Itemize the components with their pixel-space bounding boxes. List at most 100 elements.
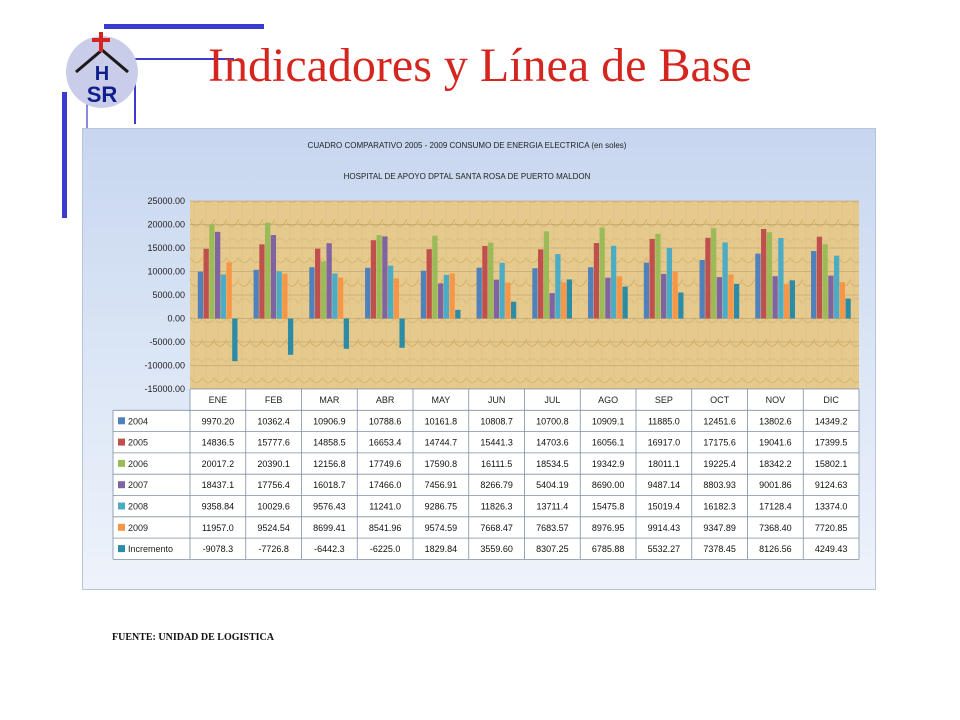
table-cell: 11957.0 bbox=[202, 523, 234, 533]
table-cell: 7720.85 bbox=[815, 523, 848, 533]
table-cell: 16111.5 bbox=[481, 459, 512, 469]
bar-2009-jun bbox=[505, 282, 511, 319]
table-legend-background bbox=[113, 410, 190, 560]
bar-incremento-ene bbox=[232, 318, 238, 362]
table-cell: 10906.9 bbox=[313, 416, 346, 426]
bar-incremento-jun bbox=[510, 301, 517, 319]
bar-incremento-ago bbox=[622, 286, 628, 319]
table-cell: 5404.19 bbox=[536, 480, 569, 490]
bar-incremento-may bbox=[455, 309, 461, 319]
table-cell: 4249.43 bbox=[815, 544, 848, 554]
table-cell: 20390.1 bbox=[257, 459, 290, 469]
inner-rule-horizontal bbox=[134, 58, 234, 60]
table-cell: 11885.0 bbox=[648, 416, 680, 426]
table-cell: 14858.5 bbox=[313, 438, 346, 448]
source-footer: FUENTE: UNIDAD DE LOGISTICA bbox=[112, 632, 274, 643]
bar-2008-ene bbox=[220, 274, 227, 319]
table-cell: 14836.5 bbox=[202, 438, 235, 448]
bar-2004-mar bbox=[309, 267, 315, 319]
category-label: FEB bbox=[265, 395, 283, 405]
table-cell: 10029.6 bbox=[257, 502, 290, 512]
left-rule bbox=[62, 92, 67, 218]
bar-2007-oct bbox=[716, 277, 723, 319]
table-cell: 8307.25 bbox=[536, 544, 569, 554]
bar-2005-may bbox=[426, 249, 432, 319]
bar-2005-nov bbox=[761, 229, 767, 319]
table-cell: -7726.8 bbox=[258, 544, 289, 554]
table-cell: 8541.96 bbox=[369, 523, 402, 533]
bar-2007-abr bbox=[382, 236, 388, 319]
table-cell: -6442.3 bbox=[314, 544, 345, 554]
table-cell: 9574.59 bbox=[425, 523, 458, 533]
bar-2004-abr bbox=[365, 267, 371, 319]
bar-2007-nov bbox=[772, 276, 778, 319]
bar-2006-sep bbox=[655, 233, 661, 319]
bar-2008-jun bbox=[499, 262, 505, 319]
legend-label: 2008 bbox=[128, 502, 148, 512]
bar-2008-feb bbox=[276, 271, 282, 319]
chart-subtitle: HOSPITAL DE APOYO DPTAL SANTA ROSA DE PU… bbox=[344, 172, 591, 181]
table-cell: 17128.4 bbox=[759, 502, 792, 512]
category-label: DIC bbox=[823, 395, 839, 405]
logo-text-top: H bbox=[95, 63, 109, 85]
table-cell: -6225.0 bbox=[370, 544, 401, 554]
y-tick-label: 5000.00 bbox=[152, 290, 185, 300]
table-cell: 16182.3 bbox=[703, 502, 736, 512]
bar-incremento-oct bbox=[733, 283, 740, 319]
table-cell: 9358.84 bbox=[202, 502, 235, 512]
bar-2004-jul bbox=[532, 268, 538, 319]
bar-2005-mar bbox=[315, 248, 321, 319]
table-cell: 10808.7 bbox=[480, 416, 513, 426]
bar-2009-ago bbox=[616, 276, 623, 319]
bar-2005-dic bbox=[816, 236, 823, 319]
bar-2009-sep bbox=[672, 271, 678, 319]
table-cell: 16056.1 bbox=[592, 438, 625, 448]
y-tick-label: 25000.00 bbox=[147, 196, 185, 206]
table-cell: 5532.27 bbox=[648, 544, 681, 554]
table-cell: 9576.43 bbox=[313, 502, 346, 512]
bar-2009-may bbox=[449, 273, 455, 319]
bar-2008-abr bbox=[387, 265, 394, 319]
table-cell: 1829.84 bbox=[425, 544, 458, 554]
table-cell: 13711.4 bbox=[536, 502, 568, 512]
category-label: SEP bbox=[655, 395, 673, 405]
table-cell: 9001.86 bbox=[759, 480, 792, 490]
table-cell: 17466.0 bbox=[369, 480, 402, 490]
table-cell: 8690.00 bbox=[592, 480, 625, 490]
bar-2004-jun bbox=[476, 267, 482, 319]
y-tick-label: -10000.00 bbox=[144, 361, 185, 371]
legend-label: 2009 bbox=[128, 523, 148, 533]
category-label: OCT bbox=[710, 395, 730, 405]
page-title: Indicadores y Línea de Base bbox=[208, 39, 752, 92]
table-cell: 8699.41 bbox=[313, 523, 346, 533]
y-tick-label: -15000.00 bbox=[144, 384, 185, 394]
bar-2007-jun bbox=[493, 279, 500, 319]
legend-swatch bbox=[118, 438, 125, 446]
table-cell: 7668.47 bbox=[480, 523, 513, 533]
bar-2006-abr bbox=[376, 235, 382, 319]
bar-2005-feb bbox=[259, 244, 265, 319]
bar-2006-dic bbox=[822, 244, 828, 319]
bar-2004-ago bbox=[588, 267, 594, 319]
logo-cross-bar bbox=[92, 38, 110, 42]
bar-2004-ene bbox=[197, 271, 204, 319]
bar-incremento-sep bbox=[678, 292, 684, 319]
table-cell: 13802.6 bbox=[759, 416, 792, 426]
y-tick-label: -5000.00 bbox=[149, 337, 185, 347]
bar-2008-mar bbox=[332, 273, 338, 319]
table-cell: 12156.8 bbox=[313, 459, 346, 469]
table-cell: 10909.1 bbox=[592, 416, 625, 426]
category-label: MAR bbox=[319, 395, 340, 405]
category-label: MAY bbox=[431, 395, 450, 405]
legend-swatch bbox=[118, 502, 125, 510]
bar-2007-may bbox=[438, 283, 444, 319]
legend-label: 2005 bbox=[128, 438, 148, 448]
table-cell: 3559.60 bbox=[480, 544, 513, 554]
y-tick-label: 20000.00 bbox=[147, 220, 185, 230]
table-cell: 17399.5 bbox=[815, 438, 848, 448]
bar-2005-ene bbox=[203, 248, 209, 319]
table-cell: 14349.2 bbox=[815, 416, 848, 426]
table-cell: 9487.14 bbox=[648, 480, 681, 490]
category-label: AGO bbox=[598, 395, 618, 405]
bar-2005-jun bbox=[482, 245, 488, 319]
